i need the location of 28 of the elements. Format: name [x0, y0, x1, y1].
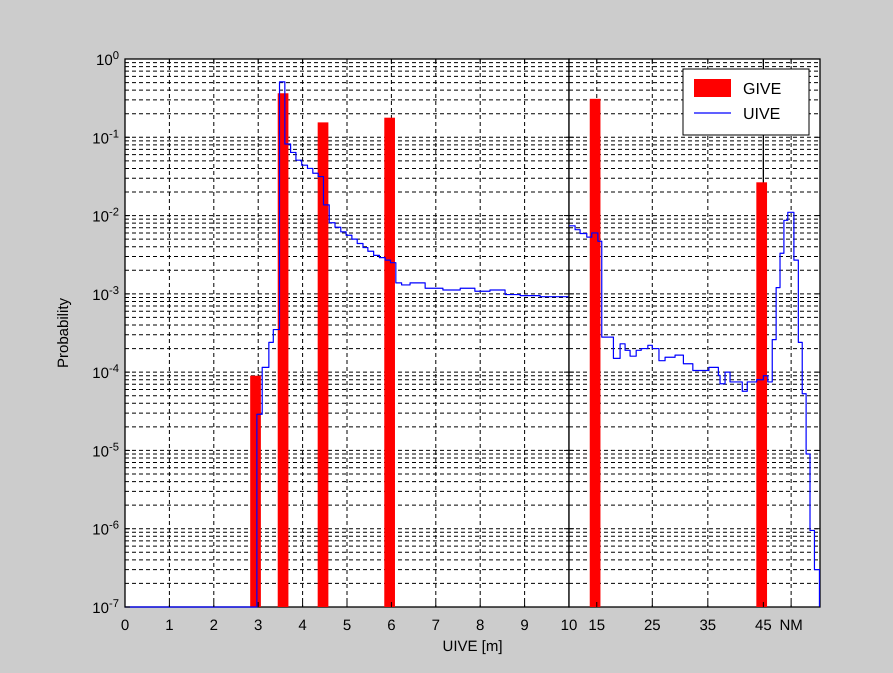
y-tick-label: 10$^{-6}$: [92, 520, 119, 539]
x-tick-label: 15: [588, 617, 606, 634]
x-tick-label: 4: [298, 617, 307, 634]
y-tick-label: 10$^{-1}$: [92, 128, 119, 148]
x-tick-label: 35: [699, 617, 716, 634]
x-tick-label: 10: [560, 617, 578, 634]
x-tick-label: 3: [254, 617, 262, 634]
y-tick-label: 10$^{-4}$: [92, 363, 119, 382]
legend-label: UIVE: [743, 106, 780, 123]
y-axis-title: Probability: [55, 297, 72, 368]
y-tick-label: 10$^{0}$: [96, 50, 119, 69]
x-tick-label: 5: [342, 617, 352, 634]
x-tick-label: 7: [432, 617, 440, 634]
y-tick-label: 10$^{-7}$: [92, 598, 119, 617]
y-tick-label: 10$^{-3}$: [92, 284, 119, 304]
x-tick-label: NM: [779, 617, 803, 634]
x-tick-label: 25: [644, 617, 661, 634]
x-axis-title: UIVE [m]: [442, 638, 503, 655]
y-tick-label: 10$^{-2}$: [92, 206, 119, 226]
x-tick-label: 45: [755, 617, 772, 634]
x-tick-label: 9: [520, 617, 529, 634]
x-tick-label: 8: [476, 617, 484, 634]
x-tick-label: 2: [210, 617, 218, 634]
y-tick-label: 10$^{-5}$: [92, 441, 119, 460]
x-tick-label: 0: [120, 617, 130, 634]
legend-label: GIVE: [743, 81, 782, 98]
x-tick-label: 6: [387, 617, 396, 634]
x-tick-label: 1: [165, 617, 174, 634]
